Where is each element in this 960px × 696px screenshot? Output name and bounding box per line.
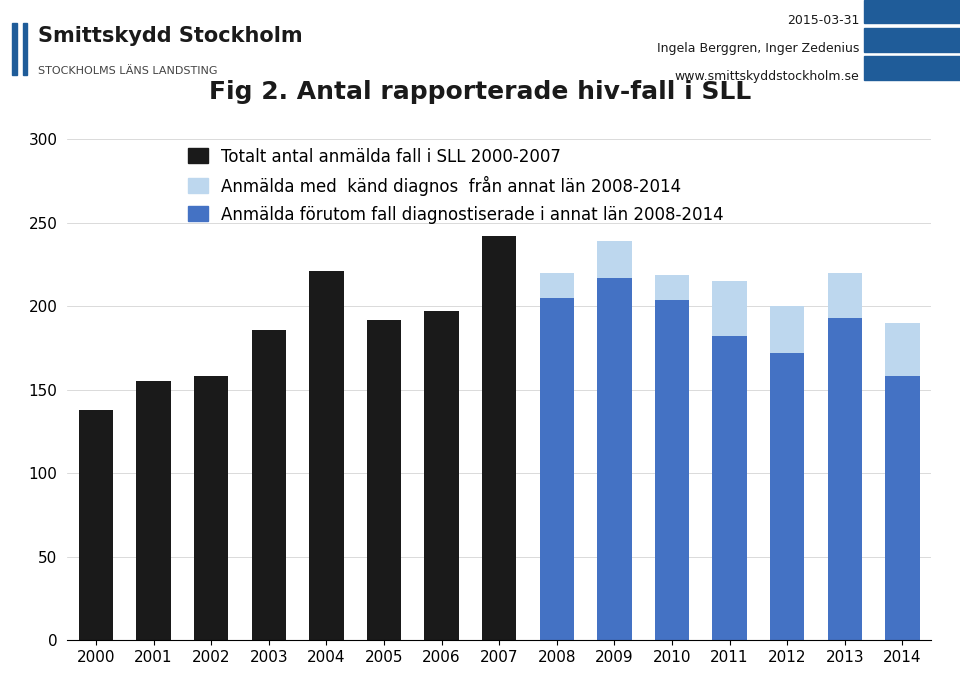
Text: Fig 2. Antal rapporterade hiv-fall i SLL: Fig 2. Antal rapporterade hiv-fall i SLL bbox=[209, 80, 751, 104]
Bar bbox=[828, 318, 862, 640]
Bar bbox=[597, 241, 632, 278]
Bar bbox=[367, 319, 401, 640]
Bar bbox=[597, 278, 632, 640]
Bar bbox=[309, 271, 344, 640]
Text: www.smittskyddstockholm.se: www.smittskyddstockholm.se bbox=[675, 70, 859, 84]
Bar bbox=[655, 299, 689, 640]
Text: STOCKHOLMS LÄNS LANDSTING: STOCKHOLMS LÄNS LANDSTING bbox=[38, 66, 218, 76]
Bar bbox=[864, 28, 960, 52]
Bar bbox=[79, 410, 113, 640]
Bar bbox=[194, 377, 228, 640]
Bar bbox=[864, 0, 960, 24]
Bar bbox=[770, 353, 804, 640]
Bar bbox=[252, 330, 286, 640]
Bar bbox=[864, 56, 960, 80]
FancyArrow shape bbox=[12, 24, 17, 75]
Bar bbox=[770, 306, 804, 353]
Legend: Totalt antal anmälda fall i SLL 2000-2007, Anmälda med  känd diagnos  från annat: Totalt antal anmälda fall i SLL 2000-200… bbox=[188, 148, 724, 223]
Bar bbox=[885, 377, 920, 640]
Text: Smittskydd Stockholm: Smittskydd Stockholm bbox=[38, 26, 303, 47]
FancyArrow shape bbox=[23, 24, 27, 75]
Text: Ingela Berggren, Inger Zedenius: Ingela Berggren, Inger Zedenius bbox=[657, 42, 859, 55]
Bar bbox=[712, 336, 747, 640]
Bar bbox=[136, 381, 171, 640]
Bar bbox=[828, 273, 862, 318]
Bar bbox=[482, 236, 516, 640]
Bar bbox=[540, 273, 574, 298]
Bar bbox=[655, 274, 689, 299]
Bar bbox=[424, 311, 459, 640]
Text: 2015-03-31: 2015-03-31 bbox=[787, 14, 859, 27]
Bar bbox=[540, 298, 574, 640]
Bar bbox=[885, 323, 920, 377]
Bar bbox=[712, 281, 747, 336]
